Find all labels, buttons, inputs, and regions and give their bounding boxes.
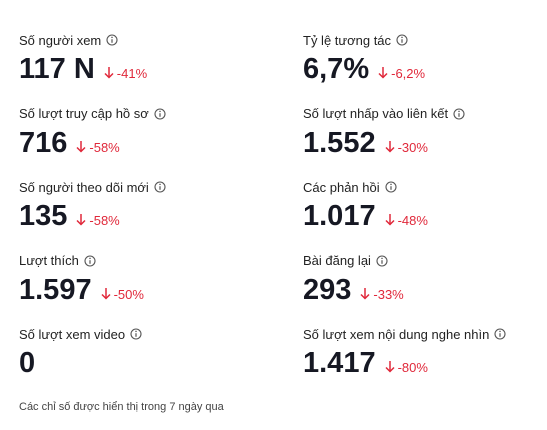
metric-card: Bài đăng lại 293 -33% — [303, 252, 547, 307]
down-arrow — [385, 361, 395, 373]
metric-label: Số lượt truy cập hồ sơ — [19, 106, 149, 121]
metric-label: Bài đăng lại — [303, 253, 371, 268]
metric-change: -80% — [397, 360, 428, 375]
metric-label-row: Các phản hồi — [303, 178, 547, 196]
metric-card: Số người xem 117 N -41% — [19, 31, 279, 86]
metric-change: -30% — [397, 139, 428, 155]
info-icon[interactable] — [376, 254, 388, 267]
metric-value-row: 1.597 -50% — [19, 274, 279, 307]
metric-card: Số lượt xem video 0 — [19, 325, 279, 380]
metric-value-row: 716 -58% — [19, 127, 279, 160]
info-icon[interactable] — [154, 181, 166, 193]
metric-value: 1.552 — [303, 126, 376, 159]
down-arrow — [378, 67, 388, 79]
metric-value-row: 135 -58% — [19, 200, 279, 233]
metric-label: Số lượt nhấp vào liên kết — [303, 106, 449, 121]
metric-value: 293 — [303, 273, 352, 306]
metric-label-row: Số lượt xem nội dung nghe nhìn — [303, 325, 547, 343]
info-icon[interactable] — [396, 34, 408, 46]
metric-value: 1.597 — [19, 273, 92, 306]
info-icon[interactable] — [154, 107, 166, 120]
metric-value-row: 1.417 -80% — [303, 347, 547, 380]
metric-label-row: Số người xem — [19, 31, 279, 49]
metric-value-row: 293 -33% — [303, 274, 547, 307]
metric-label-row: Bài đăng lại — [303, 252, 547, 270]
metric-label: Số lượt xem video — [19, 326, 126, 342]
metric-change: -41% — [116, 66, 148, 81]
metric-change: -58% — [89, 213, 120, 228]
metric-label-row: Số lượt nhấp vào liên kết — [303, 105, 547, 123]
metric-label: Số người xem — [19, 32, 102, 48]
metric-card: Số lượt nhấp vào liên kết 1.552 -30% — [303, 105, 547, 160]
info-icon[interactable] — [130, 328, 142, 340]
metric-label: Số người theo dõi mới — [19, 179, 149, 195]
metric-value: 135 — [19, 200, 68, 232]
metric-card: Các phản hồi 1.017 -48% — [303, 178, 547, 233]
metric-card: Lượt thích 1.597 -50% — [19, 252, 279, 307]
down-arrow — [360, 287, 370, 300]
metric-label: Số lượt xem nội dung nghe nhìn — [303, 326, 490, 342]
info-icon[interactable] — [106, 34, 118, 46]
metric-change: -58% — [89, 139, 120, 155]
down-arrow — [76, 214, 86, 226]
metric-label: Lượt thích — [19, 253, 79, 268]
down-arrow — [101, 287, 111, 300]
metric-card: Số lượt truy cập hồ sơ 716 -58% — [19, 105, 279, 160]
info-icon[interactable] — [453, 107, 465, 120]
down-arrow — [385, 140, 395, 153]
metric-card: Số người theo dõi mới 135 -58% — [19, 178, 279, 233]
metric-card: Số lượt xem nội dung nghe nhìn 1.417 -80% — [303, 325, 547, 380]
metric-value-row: 1.017 -48% — [303, 200, 547, 233]
metric-card: Tỷ lệ tương tác 6,7% -6,2% — [303, 31, 547, 86]
down-arrow — [104, 67, 114, 79]
metric-value-row: 6,7% -6,2% — [303, 53, 547, 86]
down-arrow — [385, 214, 395, 226]
metric-value-row: 1.552 -30% — [303, 127, 547, 160]
footer-note: Các chỉ số được hiển thị trong 7 ngày qu… — [19, 401, 224, 413]
metric-value: 0 — [19, 347, 36, 379]
metric-value: 117 N — [19, 53, 95, 85]
metric-label: Tỷ lệ tương tác — [303, 32, 392, 48]
metric-value: 1.017 — [303, 200, 376, 232]
info-icon[interactable] — [84, 254, 96, 267]
metric-value-row: 0 — [19, 347, 279, 380]
metric-change: -48% — [397, 213, 428, 228]
metric-label-row: Số lượt truy cập hồ sơ — [19, 105, 279, 123]
metric-label-row: Tỷ lệ tương tác — [303, 31, 547, 49]
down-arrow — [76, 140, 86, 153]
metric-value: 716 — [19, 126, 68, 159]
metric-label-row: Số người theo dõi mới — [19, 178, 279, 196]
info-icon[interactable] — [385, 181, 397, 193]
metric-value: 1.417 — [303, 347, 376, 379]
metric-value: 6,7% — [303, 53, 370, 85]
metric-label-row: Số lượt xem video — [19, 325, 279, 343]
metric-label-row: Lượt thích — [19, 252, 279, 270]
metric-change: -50% — [113, 286, 144, 302]
metric-change: -33% — [373, 286, 404, 302]
info-icon[interactable] — [494, 328, 506, 340]
metric-value-row: 117 N -41% — [19, 53, 279, 86]
metric-change: -6,2% — [391, 66, 426, 81]
metric-label: Các phản hồi — [303, 179, 380, 195]
